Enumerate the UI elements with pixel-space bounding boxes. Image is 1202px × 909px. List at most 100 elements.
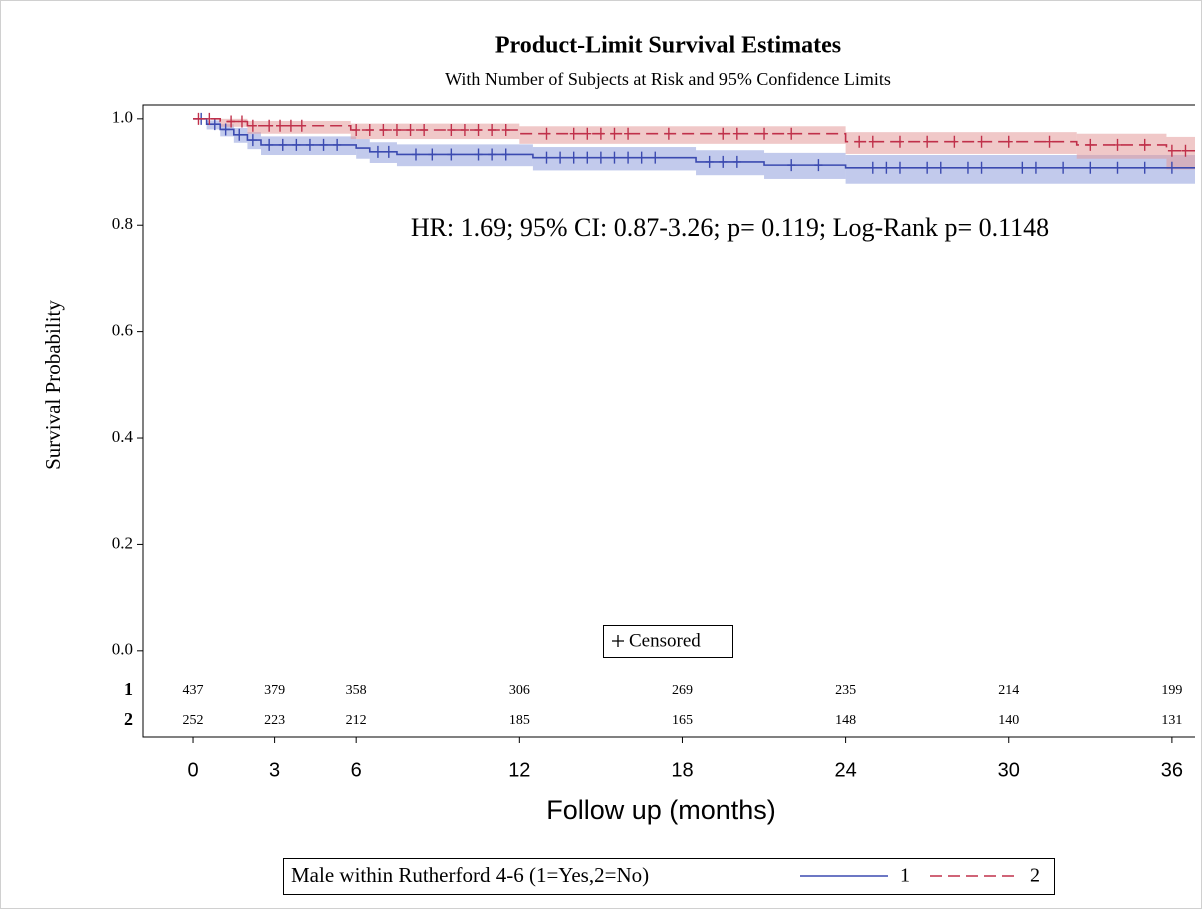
censor-mark [205, 112, 214, 125]
risk-count: 252 [183, 713, 204, 728]
censor-mark [610, 151, 619, 164]
legend-label: 1 [900, 865, 910, 887]
censor-mark [297, 119, 306, 132]
censor-mark [1113, 161, 1122, 174]
x-axis-label: Follow up (months) [546, 795, 776, 825]
chart-title: Product-Limit Survival Estimates [495, 33, 841, 59]
censor-mark [936, 161, 945, 174]
y-tick-label: 0.2 [112, 533, 133, 552]
y-tick-label: 1.0 [112, 108, 133, 127]
censor-mark [1059, 161, 1068, 174]
censor-mark [868, 161, 877, 174]
censor-mark [950, 135, 959, 148]
risk-count: 223 [264, 713, 285, 728]
risk-count: 165 [672, 713, 693, 728]
censor-mark [447, 148, 456, 161]
censor-mark [248, 119, 257, 132]
censor-mark [977, 135, 986, 148]
risk-count: 212 [346, 713, 367, 728]
legend-title: Male within Rutherford 4-6 (1=Yes,2=No) [291, 863, 649, 887]
censor-mark [305, 138, 314, 151]
censor-mark [420, 124, 429, 137]
censor-mark [1045, 135, 1054, 148]
confidence-band [519, 126, 846, 144]
censor-mark [1004, 135, 1013, 148]
censor-mark [235, 128, 244, 141]
censor-mark [583, 151, 592, 164]
censor-mark [542, 151, 551, 164]
censor-mark [882, 161, 891, 174]
censor-mark [977, 161, 986, 174]
risk-count: 269 [672, 683, 693, 698]
censor-mark [923, 135, 932, 148]
censor-mark [237, 115, 246, 128]
x-tick-label: 0 [187, 759, 198, 781]
x-tick-label: 36 [1161, 759, 1183, 781]
censor-mark [501, 148, 510, 161]
censored-legend-label: Censored [629, 630, 701, 651]
censor-mark [569, 151, 578, 164]
risk-count: 379 [264, 683, 285, 698]
censor-mark [373, 145, 382, 158]
censor-mark [542, 127, 551, 140]
censor-mark [596, 151, 605, 164]
censor-mark [895, 161, 904, 174]
confidence-band [845, 132, 1077, 154]
censor-mark [610, 127, 619, 140]
censor-mark [286, 119, 295, 132]
confidence-band [220, 118, 248, 127]
censor-mark [1086, 138, 1095, 151]
censor-mark [447, 124, 456, 137]
legend-box [283, 858, 1055, 895]
y-tick-label: 0.0 [112, 640, 133, 659]
risk-count: 214 [998, 683, 1019, 698]
censor-mark [1140, 138, 1149, 151]
censor-mark [428, 148, 437, 161]
censor-mark [392, 124, 401, 137]
censor-mark [333, 138, 342, 151]
censor-mark [379, 124, 388, 137]
censor-mark [637, 151, 646, 164]
y-tick-label: 0.8 [112, 214, 133, 233]
plot-area: 0.00.20.40.60.81.00 3 6 12 18 24 30 361 437 379 35… [112, 104, 1195, 781]
risk-count: 199 [1161, 683, 1182, 698]
censor-mark [352, 124, 361, 137]
censor-mark [278, 138, 287, 151]
censored-symbol [612, 635, 624, 647]
chart-subtitle: With Number of Subjects at Risk and 95% … [445, 69, 891, 89]
risk-count: 358 [346, 683, 367, 698]
censor-mark [1018, 161, 1027, 174]
censor-mark [248, 134, 257, 147]
censor-mark [923, 161, 932, 174]
y-tick-label: 0.6 [112, 321, 133, 340]
confidence-band [1166, 136, 1195, 170]
censor-mark [1167, 144, 1176, 157]
censor-mark [719, 127, 728, 140]
censor-mark [384, 145, 393, 158]
censor-mark [787, 127, 796, 140]
x-tick-label: 12 [508, 759, 530, 781]
axis-frame [142, 104, 1195, 738]
censor-mark [406, 124, 415, 137]
x-tick-label: 3 [269, 759, 280, 781]
censor-mark [365, 124, 374, 137]
confidence-band [845, 155, 1195, 184]
censor-mark [760, 127, 769, 140]
censor-mark [963, 161, 972, 174]
censor-mark [895, 135, 904, 148]
y-tick-label: 0.4 [112, 427, 134, 446]
censor-mark [1113, 138, 1122, 151]
censor-mark [1031, 161, 1040, 174]
censor-mark [664, 127, 673, 140]
censor-mark [868, 135, 877, 148]
risk-count: 306 [509, 683, 530, 698]
censor-mark [651, 151, 660, 164]
censor-mark [474, 148, 483, 161]
confidence-band [247, 120, 351, 134]
risk-count: 235 [835, 683, 856, 698]
censor-mark [732, 155, 741, 168]
risk-count: 131 [1161, 713, 1182, 728]
x-tick-label: 30 [998, 759, 1020, 781]
